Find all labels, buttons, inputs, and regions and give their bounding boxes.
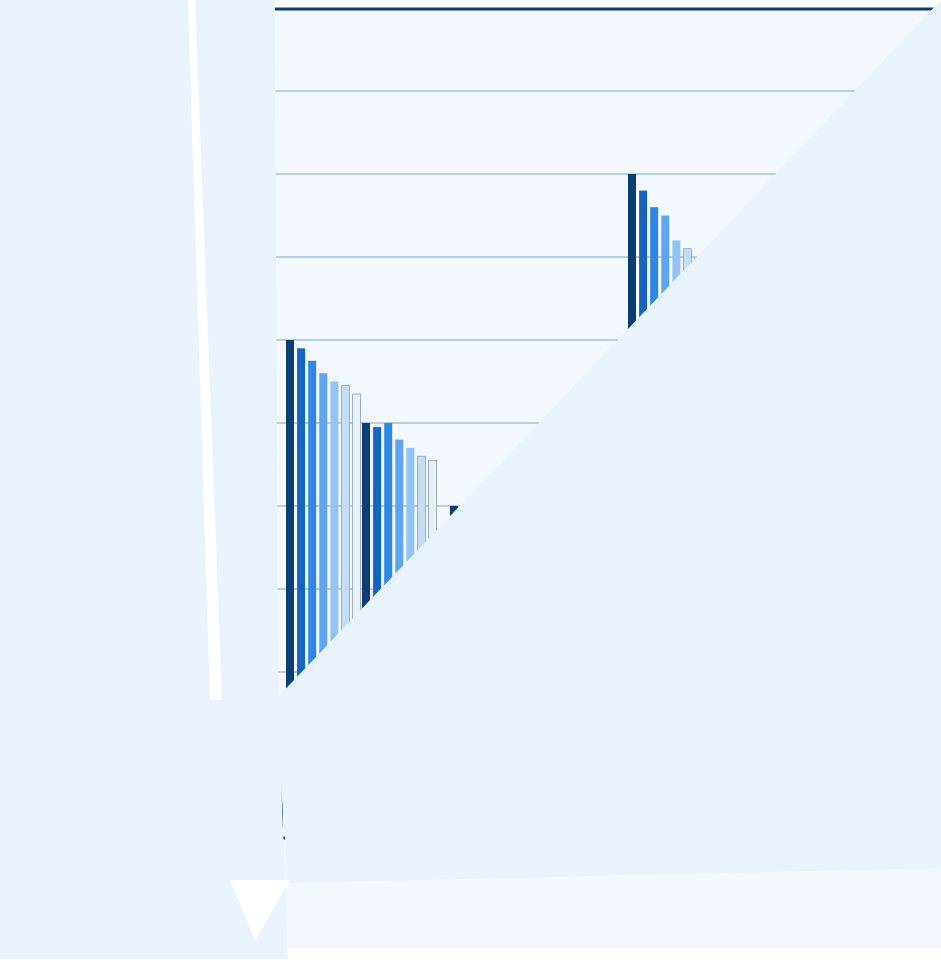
bar xyxy=(297,348,306,838)
bar xyxy=(330,381,339,838)
overlay-shape xyxy=(0,872,110,930)
overlay-shape xyxy=(275,0,941,883)
overlay-shape xyxy=(188,0,288,959)
overlay-highlight xyxy=(230,880,290,940)
overlay-highlight xyxy=(188,0,222,700)
bar xyxy=(286,340,294,838)
bar xyxy=(319,373,328,838)
bar xyxy=(308,360,317,839)
